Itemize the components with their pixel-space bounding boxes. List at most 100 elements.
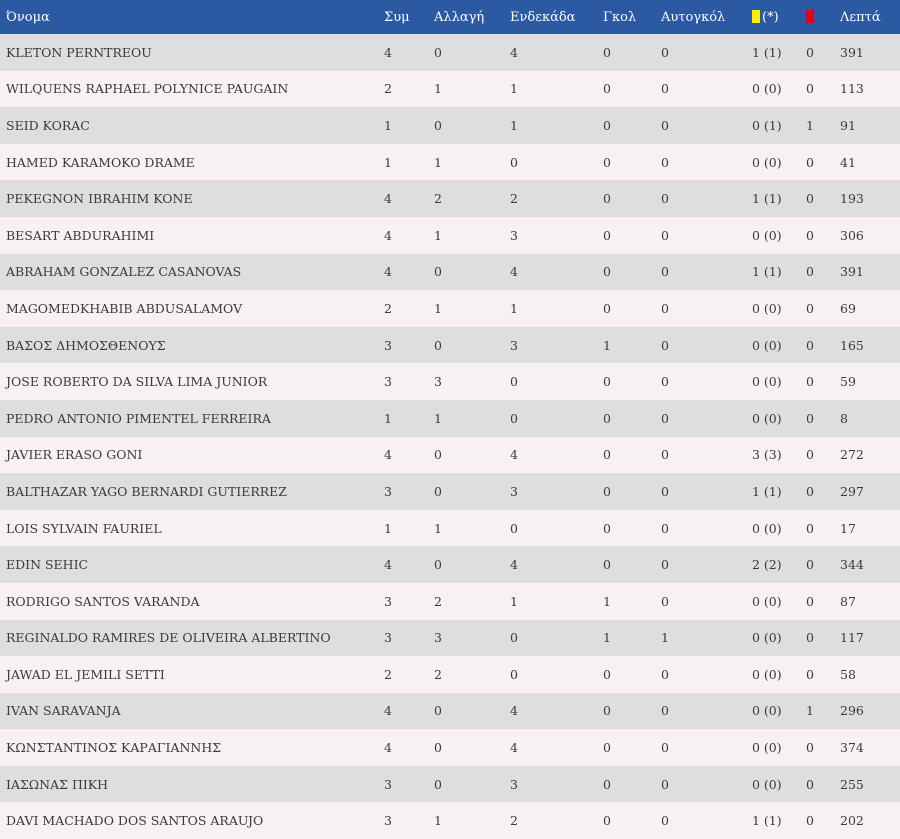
table-row: PEDRO ANTONIO PIMENTEL FERREIRA 1 1 0 0 0 0 (0… [0, 399, 900, 437]
starts-cell: 4 [510, 447, 518, 463]
minutes-cell: 165 [840, 337, 864, 353]
own-goals-cell: 0 [661, 666, 669, 682]
own-goals-cell: 0 [661, 374, 669, 390]
own-goals-cell: 0 [661, 703, 669, 719]
goals-cell: 0 [603, 666, 611, 682]
column-header-name[interactable]: Όνομα [6, 9, 50, 25]
column-header-own-goals[interactable]: Αυτογκόλ [661, 9, 726, 25]
red-cards-cell: 0 [806, 483, 814, 499]
minutes-cell: 17 [840, 520, 856, 536]
subs-cell: 1 [434, 81, 442, 97]
player-name-cell: WILQUENS RAPHAEL POLYNICE PAUGAIN [6, 81, 289, 97]
starts-cell: 1 [510, 300, 518, 316]
minutes-cell: 117 [840, 630, 864, 646]
player-name-cell: ΒΑΣΟΣ ΔΗΜΟΣΘΕΝΟΥΣ [6, 337, 166, 353]
apps-cell: 4 [384, 447, 392, 463]
own-goals-cell: 0 [661, 483, 669, 499]
column-header-subs[interactable]: Αλλαγή [434, 9, 485, 25]
apps-cell: 1 [384, 154, 392, 170]
goals-cell: 0 [603, 557, 611, 573]
subs-cell: 1 [434, 813, 442, 829]
player-name-cell: ΙΑΣΩΝΑΣ ΠΙΚΗ [6, 776, 109, 792]
goals-cell: 0 [603, 447, 611, 463]
table-row: BESART ABDURAHIMI 4 1 3 0 0 0 (0) 0 306 [0, 216, 900, 254]
red-cards-cell: 0 [806, 520, 814, 536]
starts-cell: 0 [510, 154, 518, 170]
red-cards-cell: 0 [806, 81, 814, 97]
red-cards-cell: 0 [806, 300, 814, 316]
starts-cell: 1 [510, 117, 518, 133]
minutes-cell: 69 [840, 300, 856, 316]
table-row: DAVI MACHADO DOS SANTOS ARAUJO 3 1 2 0 0 1 (1)… [0, 802, 900, 839]
table-row: EDIN SEHIC 4 0 4 0 0 2 (2) 0 344 [0, 546, 900, 583]
minutes-cell: 344 [840, 557, 864, 573]
apps-cell: 2 [384, 666, 392, 682]
goals-cell: 1 [603, 593, 611, 609]
yellow-cards-cell: 0 (0) [752, 593, 782, 609]
player-name-cell: HAMED KARAMOKO DRAME [6, 154, 195, 170]
goals-cell: 1 [603, 630, 611, 646]
subs-cell: 0 [434, 44, 442, 60]
yellow-cards-cell: 2 (2) [752, 557, 782, 573]
goals-cell: 1 [603, 337, 611, 353]
table-row: KLETON PERNTREOU 4 0 4 0 0 1 (1) 0 391 [0, 34, 900, 71]
goals-cell: 0 [603, 703, 611, 719]
starts-cell: 1 [510, 593, 518, 609]
subs-cell: 0 [434, 447, 442, 463]
column-header-red-cards[interactable] [800, 0, 834, 34]
column-header-apps[interactable]: Συμ [384, 9, 410, 25]
player-name-cell: REGINALDO RAMIRES DE OLIVEIRA ALBERTINO [6, 630, 331, 646]
goals-cell: 0 [603, 117, 611, 133]
own-goals-cell: 0 [661, 227, 669, 243]
table-row: JAVIER ERASO GONI 4 0 4 0 0 3 (3) 0 272 [0, 436, 900, 474]
player-name-cell: BALTHAZAR YAGO BERNARDI GUTIERREZ [6, 483, 287, 499]
player-name-cell: ABRAHAM GONZALEZ CASANOVAS [6, 264, 242, 280]
goals-cell: 0 [603, 191, 611, 207]
table-header-row: Όνομα Συμ Αλλαγή Ενδεκάδα Γκολ Αυτογκόλ … [0, 0, 900, 34]
starts-cell: 4 [510, 557, 518, 573]
subs-cell: 0 [434, 337, 442, 353]
column-header-starts[interactable]: Ενδεκάδα [510, 9, 576, 25]
player-name-cell: JAWAD EL JEMILI SETTI [6, 666, 165, 682]
own-goals-cell: 0 [661, 557, 669, 573]
apps-cell: 3 [384, 630, 392, 646]
table-row: MAGOMEDKHABIB ABDUSALAMOV 2 1 1 0 0 0 (0) 0 69 [0, 290, 900, 327]
yellow-cards-cell: 0 (0) [752, 300, 782, 316]
red-cards-cell: 1 [806, 117, 814, 133]
red-cards-cell: 0 [806, 813, 814, 829]
goals-cell: 0 [603, 410, 611, 426]
player-name-cell: DAVI MACHADO DOS SANTOS ARAUJO [6, 813, 264, 829]
subs-cell: 0 [434, 117, 442, 133]
goals-cell: 0 [603, 81, 611, 97]
yellow-cards-cell: 0 (0) [752, 410, 782, 426]
yellow-cards-cell: 1 (1) [752, 483, 782, 499]
yellow-cards-cell: 0 (0) [752, 703, 782, 719]
column-header-minutes[interactable]: Λεπτά [840, 9, 881, 25]
goals-cell: 0 [603, 154, 611, 170]
starts-cell: 4 [510, 740, 518, 756]
table-row: WILQUENS RAPHAEL POLYNICE PAUGAIN 2 1 1 0 0 0 … [0, 70, 900, 108]
column-header-yellow-cards[interactable]: (*) [746, 0, 800, 34]
red-cards-cell: 0 [806, 593, 814, 609]
yellow-cards-cell: 1 (1) [752, 44, 782, 60]
table-row: JAWAD EL JEMILI SETTI 2 2 0 0 0 0 (0) 0 58 [0, 656, 900, 693]
subs-cell: 0 [434, 776, 442, 792]
starts-cell: 4 [510, 44, 518, 60]
goals-cell: 0 [603, 776, 611, 792]
minutes-cell: 58 [840, 666, 856, 682]
table-row: JOSE ROBERTO DA SILVA LIMA JUNIOR 3 3 0 0 0 0 … [0, 363, 900, 400]
red-cards-cell: 0 [806, 776, 814, 792]
own-goals-cell: 0 [661, 44, 669, 60]
column-header-goals[interactable]: Γκολ [603, 9, 637, 25]
red-card-icon [806, 9, 814, 23]
red-cards-cell: 0 [806, 227, 814, 243]
subs-cell: 0 [434, 557, 442, 573]
starts-cell: 3 [510, 337, 518, 353]
own-goals-cell: 0 [661, 300, 669, 316]
minutes-cell: 255 [840, 776, 864, 792]
apps-cell: 4 [384, 44, 392, 60]
starts-cell: 0 [510, 410, 518, 426]
yellow-cards-cell: 0 (0) [752, 81, 782, 97]
red-cards-cell: 0 [806, 740, 814, 756]
